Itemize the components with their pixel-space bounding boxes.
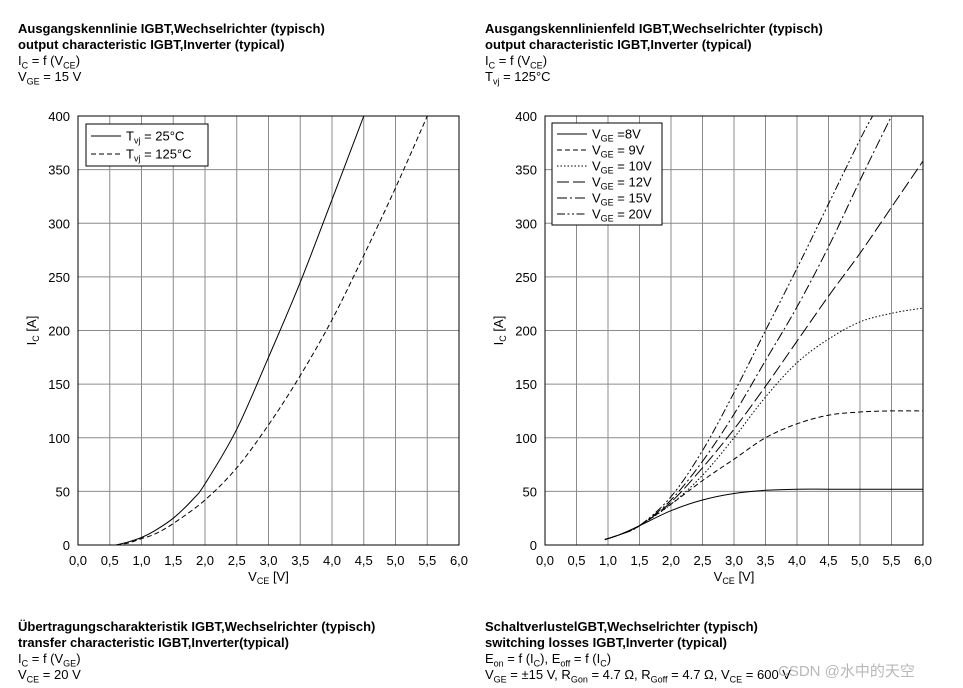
y-tick-label: 200 — [48, 324, 70, 339]
y-tick-label: 150 — [515, 377, 537, 392]
legend-box — [551, 122, 663, 226]
legend-label-5: VGE = 20V — [592, 207, 652, 224]
y-tick-label: 100 — [515, 431, 537, 446]
x-tick-label: 2,5 — [693, 553, 711, 568]
title-de: Ausgangskennlinie IGBT,Wechselrichter (t… — [18, 21, 325, 36]
y-tick-label: 300 — [515, 216, 537, 231]
function-line: IC = f (VCE) — [485, 53, 548, 71]
series-group — [604, 116, 923, 541]
series-group — [115, 116, 428, 545]
y-tick-label: 300 — [48, 216, 70, 231]
legend-box — [85, 123, 209, 167]
condition-line: VCE = 20 V — [18, 667, 81, 685]
plot-frame — [544, 115, 924, 546]
title-de: Ausgangskennlinienfeld IGBT,Wechselricht… — [485, 21, 823, 36]
x-tick-label: 3,0 — [725, 553, 743, 568]
series-line-0 — [604, 488, 923, 541]
series-line-0 — [115, 116, 365, 545]
title-en: output characteristic IGBT,Inverter (typ… — [18, 37, 285, 52]
x-axis-label: VCE [V] — [248, 569, 289, 586]
x-tick-label: 2,0 — [662, 553, 680, 568]
function-line: IC = f (VGE) — [18, 651, 81, 669]
x-tick-label: 6,0 — [914, 553, 932, 568]
header-bottom-left: Übertragungscharakteristik IGBT,Wechselr… — [18, 619, 376, 685]
x-tick-label: 5,0 — [851, 553, 869, 568]
series-line-2 — [604, 307, 923, 541]
x-tick-label: 3,0 — [259, 553, 277, 568]
title-en: transfer characteristic IGBT,Inverter(ty… — [18, 635, 289, 650]
x-tick-label: 4,5 — [819, 553, 837, 568]
y-tick-label: 250 — [515, 270, 537, 285]
legend-label-3: VGE = 12V — [592, 175, 652, 192]
x-tick-label: 3,5 — [756, 553, 774, 568]
y-axis-label: IC [A] — [491, 316, 508, 346]
x-tick-label: 1,5 — [630, 553, 648, 568]
x-tick-label: 0,0 — [69, 553, 87, 568]
function-line: Eon = f (IC), Eoff = f (IC) — [485, 651, 612, 669]
header-top-right: Ausgangskennlinienfeld IGBT,Wechselricht… — [485, 21, 823, 87]
plot-frame — [77, 115, 460, 546]
series-line-1 — [604, 410, 923, 541]
y-tick-label: 350 — [48, 163, 70, 178]
x-tick-label: 5,0 — [386, 553, 404, 568]
y-tick-label: 250 — [48, 270, 70, 285]
header-bottom-right: SchaltverlustelGBT,Wechselrichter (typis… — [485, 619, 791, 685]
y-tick-label: 50 — [56, 484, 70, 499]
x-tick-label: 2,5 — [228, 553, 246, 568]
series-line-1 — [116, 116, 428, 545]
legend-label-4: VGE = 15V — [592, 191, 652, 208]
title-en: switching losses IGBT,Inverter (typical) — [485, 635, 728, 650]
y-tick-label: 0 — [530, 538, 537, 553]
x-tick-label: 2,0 — [196, 553, 214, 568]
condition-line: VGE = 15 V — [18, 69, 82, 87]
legend-label-2: VGE = 10V — [592, 159, 652, 176]
y-tick-label: 400 — [48, 109, 70, 124]
y-tick-label: 100 — [48, 431, 70, 446]
y-tick-label: 50 — [523, 484, 537, 499]
x-tick-label: 4,0 — [323, 553, 341, 568]
x-tick-label: 1,0 — [599, 553, 617, 568]
condition-line: VGE = ±15 V, RGon = 4.7 Ω, RGoff = 4.7 Ω… — [485, 667, 791, 685]
x-tick-label: 0,5 — [567, 553, 585, 568]
y-tick-label: 400 — [515, 109, 537, 124]
y-tick-label: 0 — [63, 538, 70, 553]
y-axis-label: IC [A] — [24, 316, 41, 346]
function-line: IC = f (VCE) — [18, 53, 81, 71]
watermark: CSDN @水中的天空 — [778, 663, 915, 680]
x-tick-label: 6,0 — [450, 553, 468, 568]
x-tick-label: 5,5 — [882, 553, 900, 568]
condition-line: Tvj = 125°C — [485, 69, 551, 87]
x-tick-label: 5,5 — [418, 553, 436, 568]
x-axis-label: VCE [V] — [714, 569, 755, 586]
x-tick-label: 0,5 — [101, 553, 119, 568]
header-top-left: Ausgangskennlinie IGBT,Wechselrichter (t… — [18, 21, 325, 87]
legend-label-1: Tvj = 125°C — [126, 147, 192, 164]
title-en: output characteristic IGBT,Inverter (typ… — [485, 37, 752, 52]
title-de: SchaltverlustelGBT,Wechselrichter (typis… — [485, 619, 758, 634]
legend-label-0: Tvj = 25°C — [126, 129, 184, 146]
x-tick-label: 4,0 — [788, 553, 806, 568]
x-tick-label: 4,5 — [355, 553, 373, 568]
title-de: Übertragungscharakteristik IGBT,Wechselr… — [18, 619, 376, 634]
legend-label-1: VGE = 9V — [592, 143, 645, 160]
x-tick-label: 3,5 — [291, 553, 309, 568]
x-tick-label: 0,0 — [536, 553, 554, 568]
x-tick-label: 1,0 — [132, 553, 150, 568]
legend-label-0: VGE =8V — [592, 127, 641, 144]
y-tick-label: 200 — [515, 324, 537, 339]
y-tick-label: 150 — [48, 377, 70, 392]
y-tick-label: 350 — [515, 163, 537, 178]
series-line-5 — [604, 116, 874, 541]
x-tick-label: 1,5 — [164, 553, 182, 568]
